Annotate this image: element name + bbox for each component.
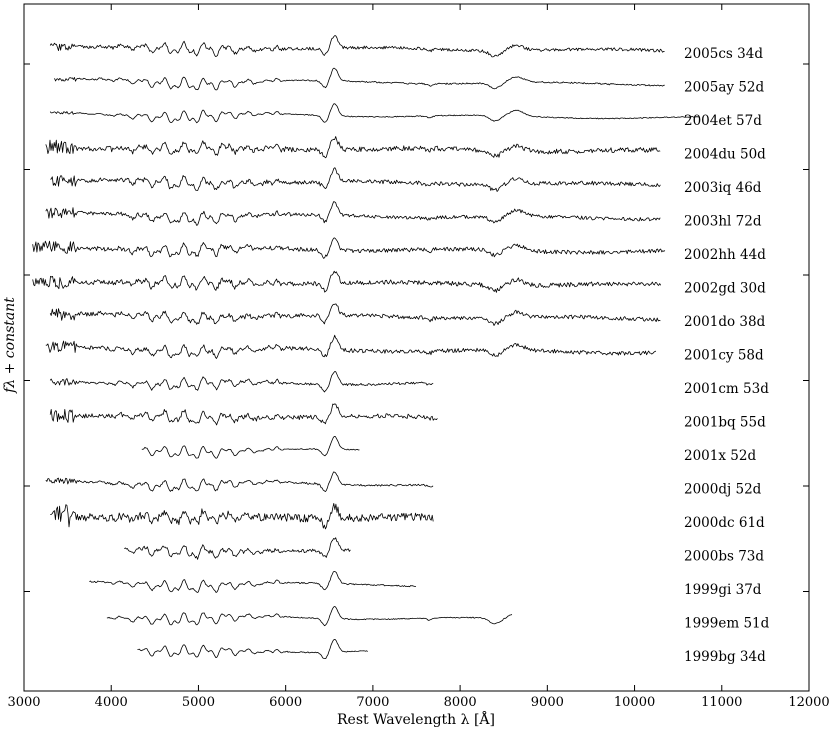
x-tick-label: 6000 — [269, 695, 302, 710]
x-tick-label: 8000 — [444, 695, 477, 710]
x-tick-label: 7000 — [356, 695, 389, 710]
spectrum-line — [137, 639, 368, 659]
series-label: 1999em 51d — [684, 616, 770, 632]
spectrum-line — [45, 136, 661, 159]
x-tick-label: 4000 — [95, 695, 128, 710]
spectrum-line — [45, 201, 661, 226]
spectrum-line — [49, 403, 438, 426]
x-tick-label: 12000 — [788, 695, 829, 710]
spectrum-line — [49, 303, 661, 326]
series-label: 2001bq 55d — [684, 415, 766, 431]
spectrum-line — [49, 371, 434, 393]
spectrum-line — [49, 35, 665, 58]
x-axis-title: Rest Wavelength λ [Å] — [337, 710, 495, 728]
y-axis-ticks — [24, 63, 809, 592]
series-label: 2001x 52d — [684, 448, 756, 464]
series-label: 2002hh 44d — [684, 247, 766, 263]
series-label: 1999gi 37d — [684, 582, 762, 598]
series-label: 2004et 57d — [684, 113, 762, 129]
series-label: 2004du 50d — [684, 147, 766, 163]
x-tick-label: 11000 — [701, 695, 742, 710]
spectrum-line — [141, 436, 360, 459]
series-label: 1999bg 34d — [684, 649, 766, 665]
x-tick-label: 9000 — [531, 695, 564, 710]
spectrum-line — [45, 334, 657, 359]
spectra-series — [32, 35, 700, 659]
y-axis-title: fλ + constant — [2, 297, 18, 394]
spectrum-line — [50, 503, 434, 530]
x-tick-label: 10000 — [614, 695, 655, 710]
plot-frame — [23, 3, 810, 692]
series-label: 2001cy 58d — [684, 348, 764, 364]
x-tick-label: 3000 — [7, 695, 40, 710]
spectrum-line — [54, 67, 665, 91]
series-label: 2001cm 53d — [684, 381, 769, 397]
spectrum-line — [124, 537, 351, 560]
x-axis-ticks: 3000 4000 5000 6000 7000 8000 9000 10000 11000 12… — [7, 4, 830, 710]
series-label: 2002gd 30d — [684, 281, 766, 297]
series-label: 2003hl 72d — [684, 214, 762, 230]
x-tick-label: 5000 — [182, 695, 215, 710]
spectrum-line — [50, 167, 661, 192]
series-label: 2005cs 34d — [684, 46, 763, 62]
spectrum-line — [89, 571, 417, 593]
spectrum-line — [32, 270, 662, 293]
spectrum-line — [45, 471, 434, 492]
spectrum-line — [106, 606, 513, 627]
series-labels: 2005cs 34d 2005ay 52d 2004et 57d 2004du 50d… — [684, 46, 770, 665]
spectrum-line — [49, 103, 700, 124]
series-label: 2000dj 52d — [684, 482, 762, 498]
spectrum-line — [32, 237, 666, 259]
series-label: 2000bs 73d — [684, 549, 764, 565]
series-label: 2000dc 61d — [684, 515, 765, 531]
series-label: 2001do 38d — [684, 314, 766, 330]
series-label: 2003iq 46d — [684, 180, 762, 196]
series-label: 2005ay 52d — [684, 80, 765, 96]
